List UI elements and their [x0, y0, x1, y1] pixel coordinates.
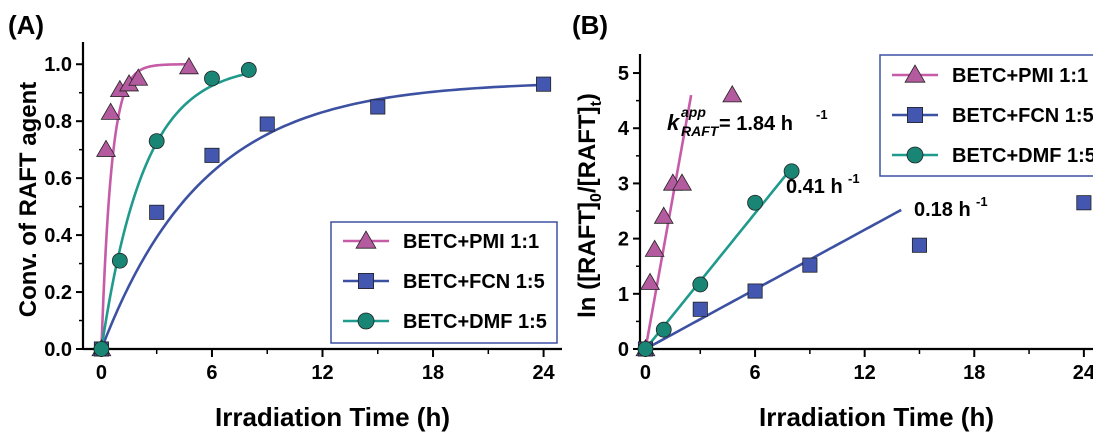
- x-axis-label: Irradiation Time (h): [759, 402, 994, 432]
- data-point-circle: [692, 276, 709, 293]
- data-point-square: [1076, 195, 1092, 211]
- legend-label: BETC+FCN 1:5: [952, 105, 1093, 127]
- x-tick-label: 18: [422, 362, 444, 384]
- data-point-square: [911, 237, 927, 253]
- legend-marker-triangle: [355, 230, 377, 249]
- y-axis-label-part: t: [588, 100, 605, 106]
- legend-marker-square: [357, 272, 374, 289]
- data-point-square: [259, 116, 275, 132]
- rate-annotation-k: k: [667, 110, 681, 135]
- data-point-circle: [637, 341, 654, 357]
- panel-a: (A) 0.0 0.2 0.4 0.6 0.8 1.0 0 6 12 18 24 Irradiation…: [8, 10, 562, 432]
- y-tick-label: 0.4: [44, 225, 73, 247]
- y-axis-label-part: 0: [588, 193, 605, 202]
- fit-line-square: [644, 208, 902, 351]
- data-point-square: [370, 99, 386, 115]
- data-point-circle: [655, 321, 672, 338]
- legend-label: BETC+FCN 1:5: [403, 271, 545, 293]
- y-tick-label: 0.0: [44, 339, 72, 361]
- rate-annotation-value: = 1.84 h: [719, 113, 793, 135]
- rate-annotation-dmf-unit: -1: [848, 171, 860, 186]
- x-tick-label: 24: [532, 362, 555, 384]
- fit-line-circle: [644, 167, 793, 350]
- data-point-circle: [783, 163, 800, 180]
- legend-marker-circle: [906, 146, 924, 164]
- data-point-circle: [148, 133, 165, 150]
- x-tick-label: 12: [311, 362, 333, 384]
- legend-label: BETC+PMI 1:1: [403, 231, 539, 253]
- data-point-square: [204, 147, 220, 163]
- y-tick-label: 2: [618, 229, 629, 251]
- legend-marker-circle: [357, 312, 375, 330]
- data-point-triangle: [100, 102, 121, 120]
- y-axis-label-part: ln ([RAFT]: [574, 202, 601, 318]
- x-tick-label: 12: [854, 362, 876, 384]
- x-tick-label: 0: [640, 362, 651, 384]
- data-point-triangle: [722, 85, 743, 103]
- data-point-circle: [93, 341, 110, 357]
- y-axis-label: ln ([RAFT]0/[RAFT]t): [574, 93, 605, 318]
- data-point-triangle: [672, 173, 693, 191]
- panel-label: (A): [8, 10, 44, 40]
- y-tick-label: 0.2: [44, 282, 72, 304]
- data-point-triangle: [128, 68, 149, 86]
- fit-line-triangle: [100, 62, 189, 350]
- rate-annotation-fcn-unit: -1: [976, 194, 988, 209]
- y-axis-label-part: /[RAFT]: [574, 106, 601, 193]
- y-tick-label: 0: [618, 339, 629, 361]
- rate-annotation-sub: RAFT: [681, 123, 720, 139]
- y-tick-label: 4: [618, 118, 630, 140]
- x-tick-label: 0: [96, 362, 107, 384]
- y-tick-label: 0.8: [44, 111, 72, 133]
- data-point-triangle: [96, 139, 117, 157]
- y-axis-label: Conv. of RAFT agent: [15, 82, 42, 318]
- x-tick-label: 18: [963, 362, 985, 384]
- data-point-circle: [111, 252, 128, 269]
- data-point-circle: [747, 194, 763, 211]
- data-point-square: [149, 204, 165, 220]
- rate-annotation-sup: app: [681, 104, 706, 120]
- y-tick-label: 3: [618, 173, 629, 195]
- y-tick-label: 1: [618, 284, 629, 306]
- data-point-triangle: [653, 206, 674, 224]
- legend-marker-triangle: [904, 64, 926, 83]
- legend-label: BETC+DMF 1:5: [952, 145, 1093, 167]
- rate-annotation-dmf: 0.41 h: [786, 176, 843, 198]
- data-point-triangle: [644, 239, 665, 257]
- x-tick-label: 6: [206, 362, 217, 384]
- fit-line-square: [100, 83, 544, 350]
- rate-annotation-fcn: 0.18 h: [914, 199, 971, 221]
- legend-label: BETC+PMI 1:1: [952, 65, 1088, 87]
- data-point-square: [747, 283, 763, 299]
- data-point-square: [802, 257, 818, 273]
- legend-label: BETC+DMF 1:5: [403, 311, 547, 333]
- data-point-triangle: [178, 56, 199, 75]
- x-tick-label: 24: [1073, 362, 1093, 384]
- y-tick-label: 5: [618, 63, 629, 85]
- rate-annotation-unit: -1: [816, 107, 828, 122]
- panel-label: (B): [572, 10, 608, 40]
- legend-marker-square: [907, 107, 924, 124]
- data-point-square: [536, 76, 552, 92]
- data-point-square: [692, 301, 708, 317]
- y-tick-label: 1.0: [44, 54, 72, 76]
- data-point-circle: [240, 62, 257, 78]
- fit-line-circle: [100, 72, 250, 350]
- y-tick-label: 0.6: [44, 168, 72, 190]
- x-tick-label: 6: [750, 362, 761, 384]
- data-point-triangle: [640, 272, 661, 290]
- y-axis-label-part: ): [574, 93, 601, 101]
- data-point-circle: [204, 70, 220, 87]
- x-axis-label: Irradiation Time (h): [215, 402, 450, 432]
